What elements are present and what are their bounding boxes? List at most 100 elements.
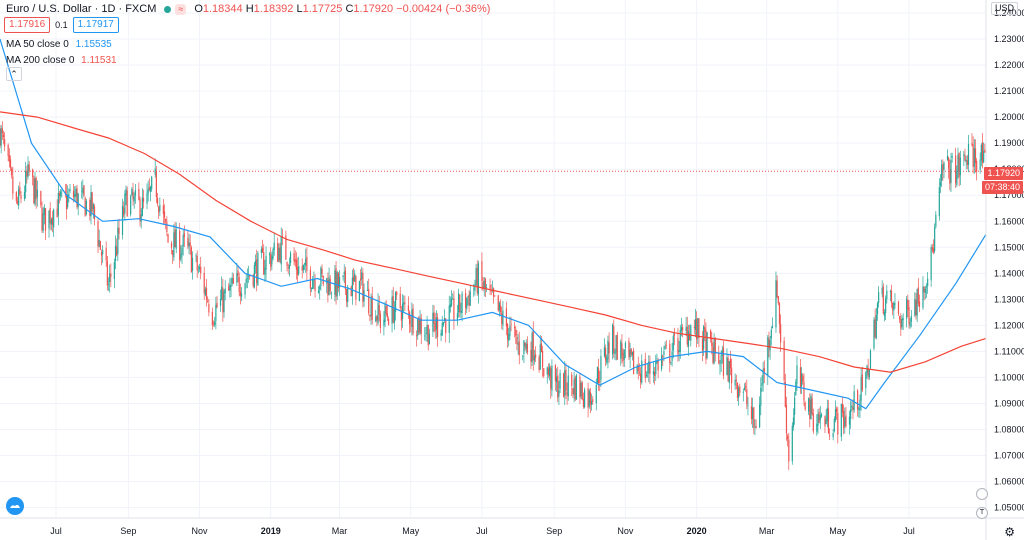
candle-body bbox=[207, 300, 209, 302]
candle-body bbox=[763, 367, 765, 374]
collapse-legend-icon[interactable]: ⌃ bbox=[6, 67, 22, 81]
candle-body bbox=[783, 340, 785, 381]
ma50-legend[interactable]: MA 50 close 0 1.15535 bbox=[6, 39, 112, 50]
time-axis[interactable]: Jul Sep Nov 2019 Mar May Jul Sep Nov 2020 Mar May Ju… bbox=[0, 517, 1024, 536]
candle bbox=[134, 183, 136, 204]
candle-body bbox=[522, 356, 524, 357]
candle-body bbox=[583, 389, 586, 408]
events-circle-icon[interactable] bbox=[976, 488, 988, 500]
candle-body bbox=[605, 348, 607, 361]
sell-button[interactable]: 1.17916 bbox=[4, 17, 51, 33]
candle bbox=[342, 275, 344, 281]
tradingview-logo-icon[interactable] bbox=[6, 497, 24, 515]
candle bbox=[726, 348, 728, 376]
candle-body bbox=[396, 291, 398, 295]
settings-gear-icon[interactable]: ⚙ bbox=[1004, 525, 1015, 539]
candle-body bbox=[400, 310, 403, 321]
candle-body bbox=[272, 249, 274, 259]
candle bbox=[979, 152, 981, 174]
candle bbox=[910, 309, 912, 328]
candle-body bbox=[753, 407, 755, 428]
candle-body bbox=[735, 379, 737, 382]
candle-body bbox=[11, 168, 13, 176]
candle bbox=[704, 318, 706, 342]
candle-body bbox=[44, 208, 47, 231]
dividends-circle-icon[interactable]: T bbox=[976, 507, 988, 519]
candle bbox=[139, 196, 141, 227]
candle-body bbox=[579, 376, 581, 398]
symbol-title[interactable]: Euro / U.S. Dollar · 1D · FXCM bbox=[6, 3, 157, 15]
candle bbox=[268, 251, 271, 265]
candle-body bbox=[787, 435, 789, 440]
candle bbox=[946, 149, 949, 161]
candle-body bbox=[524, 342, 526, 347]
price-axis[interactable]: 1.24000 1.23000 1.22000 1.21000 1.20000 1.190… bbox=[985, 0, 1024, 540]
candle-body bbox=[432, 312, 434, 332]
candle bbox=[543, 367, 545, 379]
candle bbox=[810, 393, 812, 420]
candle-body bbox=[829, 435, 831, 436]
candle bbox=[191, 251, 194, 280]
candle-body bbox=[865, 372, 867, 389]
candle bbox=[43, 204, 45, 225]
candle bbox=[156, 192, 159, 207]
buy-button[interactable]: 1.17917 bbox=[72, 17, 119, 33]
candle bbox=[174, 221, 176, 248]
candle-body bbox=[19, 187, 21, 194]
candle-body bbox=[232, 277, 234, 284]
candle-body bbox=[366, 289, 369, 291]
candle bbox=[616, 331, 618, 360]
ma50-label: MA 50 close 0 bbox=[6, 39, 69, 50]
candle bbox=[889, 289, 891, 302]
candle bbox=[816, 414, 818, 436]
candle bbox=[607, 335, 609, 369]
candle bbox=[189, 234, 191, 255]
candle bbox=[100, 249, 103, 266]
candle bbox=[974, 139, 977, 173]
candle bbox=[958, 152, 960, 187]
candle-body bbox=[261, 247, 264, 253]
candle-body bbox=[130, 196, 132, 215]
candle bbox=[19, 181, 21, 196]
candle-body bbox=[983, 151, 985, 163]
candle-body bbox=[28, 164, 30, 172]
candle-body bbox=[747, 405, 749, 406]
candle bbox=[605, 344, 607, 366]
candle-body bbox=[669, 343, 671, 364]
candle-body bbox=[946, 155, 949, 161]
market-status-dot bbox=[164, 5, 172, 13]
candle bbox=[494, 295, 496, 298]
candle-body bbox=[589, 392, 592, 405]
candle bbox=[181, 244, 183, 264]
candle bbox=[893, 301, 895, 320]
candle-body bbox=[587, 388, 589, 408]
candle bbox=[792, 408, 795, 431]
candle bbox=[69, 183, 71, 194]
candle bbox=[208, 298, 210, 317]
candle bbox=[771, 317, 774, 329]
candle-body bbox=[812, 413, 814, 432]
candle bbox=[207, 296, 209, 303]
high-label: H bbox=[245, 3, 254, 15]
candle-body bbox=[746, 389, 748, 405]
candle-body bbox=[595, 384, 597, 404]
candle bbox=[163, 204, 166, 224]
candle-body bbox=[228, 286, 230, 291]
candle bbox=[901, 315, 903, 330]
candle-body bbox=[56, 208, 58, 218]
candle bbox=[105, 241, 107, 267]
ma200-legend[interactable]: MA 200 close 0 1.11531 bbox=[6, 55, 117, 66]
candle bbox=[505, 301, 508, 336]
candle-body bbox=[313, 279, 315, 281]
candle-body bbox=[326, 278, 328, 284]
candle-body bbox=[956, 171, 958, 185]
candle-body bbox=[501, 312, 503, 324]
candle-body bbox=[711, 338, 713, 347]
candle bbox=[770, 326, 772, 346]
candle bbox=[628, 337, 630, 361]
candle-body bbox=[321, 268, 323, 274]
candle-body bbox=[927, 278, 929, 286]
currency-label[interactable]: USD bbox=[990, 2, 1018, 15]
candle bbox=[369, 314, 371, 322]
